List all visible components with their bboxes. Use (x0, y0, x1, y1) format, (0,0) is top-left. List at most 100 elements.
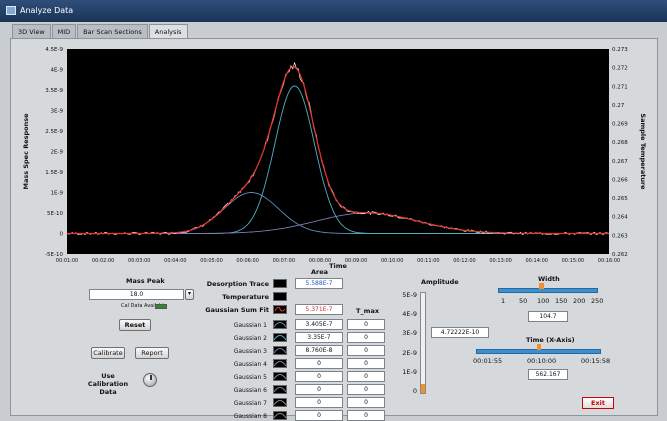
gaussian-2-tmax-field[interactable]: 0 (347, 332, 385, 343)
title-bar: Analyze Data (0, 0, 667, 22)
amplitude-slider[interactable] (420, 292, 426, 394)
y-tick-label: 3.5E-9 (45, 88, 63, 94)
reset-button[interactable]: Reset (119, 319, 151, 331)
y-tick-label: 4.5E-9 (45, 47, 63, 53)
y-tick-label: 2.5E-9 (45, 129, 63, 135)
time-label: Time (X-Axis) (526, 336, 575, 344)
y-tick-label: -5E-10 (45, 252, 63, 258)
x-tick-label: 00:12:00 (453, 258, 475, 264)
y2-tick-label: 0.269 (612, 122, 628, 128)
gaussian-6-swatch (273, 385, 287, 394)
amplitude-tick: 0 (412, 387, 417, 395)
tab-mid[interactable]: MID (51, 24, 77, 38)
gaussian-4-area-field[interactable]: 0 (295, 358, 343, 369)
gaussian-sum-swatch (273, 305, 287, 314)
amplitude-tick: 5E-9 (402, 291, 417, 299)
y2-axis-label: Sample Temperature (639, 113, 647, 190)
width-value-field[interactable]: 104.7 (528, 311, 568, 322)
gaussian-7-tmax-field[interactable]: 0 (347, 397, 385, 408)
time-tick-start: 00:01:55 (473, 357, 503, 365)
time-value-field[interactable]: 562.167 (528, 369, 568, 380)
width-slider-thumb[interactable] (538, 283, 544, 289)
gaussian-2-swatch (273, 333, 287, 342)
y2-tick-label: 0.262 (612, 252, 628, 258)
tab-3d-view[interactable]: 3D View (12, 24, 51, 38)
desorption-area-field: 5.588E-7 (295, 278, 343, 289)
gaussian-sum-fit-line (67, 66, 609, 235)
x-tick-label: 00:03:00 (128, 258, 150, 264)
gaussian-5-area-field[interactable]: 0 (295, 371, 343, 382)
y2-tick-label: 0.267 (612, 159, 628, 165)
gaussian-7-area-field[interactable]: 0 (295, 397, 343, 408)
time-tick-end: 00:15:58 (581, 357, 611, 365)
x-tick-label: 00:05:00 (200, 258, 222, 264)
desorption-trace-swatch (273, 279, 287, 288)
x-tick-label: 00:08:00 (309, 258, 331, 264)
y-tick-label: 5E-10 (47, 211, 63, 217)
time-tick-mid: 00:10:00 (527, 357, 557, 365)
gaussian-1-area-field[interactable]: 3.405E-7 (295, 319, 343, 330)
y-tick-label: 1E-9 (51, 191, 64, 197)
amplitude-fill (421, 384, 425, 393)
x-tick-label: 00:11:00 (417, 258, 439, 264)
tmax-header: T_max (356, 307, 380, 315)
gaussian-3-label: Gaussian 3 (233, 348, 267, 355)
y2-tick-label: 0.264 (612, 215, 628, 221)
y-tick-label: 0 (60, 232, 64, 238)
gaussian-sum-area-field: 5.371E-7 (295, 304, 343, 315)
x-tick-label: 00:13:00 (489, 258, 511, 264)
mass-peak-field[interactable]: 18.0 (89, 289, 184, 300)
gaussian-1-tmax-field[interactable]: 0 (347, 319, 385, 330)
width-slider[interactable] (498, 283, 598, 293)
y2-tick-label: 0.266 (612, 177, 628, 183)
gaussian-4-label: Gaussian 4 (233, 361, 267, 368)
calibration-toggle[interactable] (143, 373, 157, 387)
cal-data-label: Cal Data Available (121, 303, 167, 309)
amplitude-label: Amplitude (421, 278, 459, 286)
time-slider-thumb[interactable] (537, 344, 541, 350)
gaussian-6-tmax-field[interactable]: 0 (347, 384, 385, 395)
x-tick-label: 00:04:00 (164, 258, 186, 264)
width-tick: 100 (537, 297, 550, 305)
x-axis-label: Time (329, 262, 347, 269)
plot-area (67, 49, 609, 254)
gaussian-3-tmax-field[interactable]: 0 (347, 345, 385, 356)
y-tick-label: 3E-9 (51, 109, 64, 115)
amplitude-tick: 2E-9 (402, 348, 417, 357)
exit-button[interactable]: Exit (582, 397, 614, 409)
amplitude-value-field[interactable]: 4.72222E-10 (431, 327, 489, 338)
mass-peak-label: Mass Peak (126, 277, 165, 285)
desorption-trace-label: Desorption Trace (206, 280, 269, 288)
width-tick: 250 (591, 297, 604, 305)
x-tick-label: 00:07:00 (273, 258, 295, 264)
tab-analysis[interactable]: Analysis (148, 24, 188, 38)
calibrate-button[interactable]: Calibrate (91, 347, 125, 359)
report-button[interactable]: Report (135, 347, 169, 359)
y2-tick-label: 0.272 (612, 66, 628, 72)
gaussian-5-label: Gaussian 5 (233, 374, 267, 381)
gaussian-8-tmax-field[interactable]: 0 (347, 410, 385, 421)
amplitude-tick: 1E-9 (402, 367, 417, 376)
y-tick-label: 2E-9 (51, 150, 64, 156)
window-title: Analyze Data (20, 6, 74, 15)
y2-tick-label: 0.263 (612, 233, 628, 239)
temperature-label: Temperature (222, 293, 269, 301)
tab-bar-scan-sections[interactable]: Bar Scan Sections (77, 24, 148, 38)
gaussian-4-tmax-field[interactable]: 0 (347, 358, 385, 369)
width-tick: 200 (573, 297, 586, 305)
gaussian-5-swatch (273, 372, 287, 381)
x-tick-label: 00:01:00 (56, 258, 78, 264)
analysis-panel: 4.5E-9 4E-9 3.5E-9 3E-9 2.5E-9 2E-9 1.5E-9 1E-9… (10, 38, 658, 421)
gaussian-8-area-field[interactable]: 0 (295, 410, 343, 421)
temperature-swatch (273, 292, 287, 301)
gaussian-1-label: Gaussian 1 (233, 322, 267, 329)
time-slider[interactable] (476, 344, 601, 354)
gaussian-3-area-field[interactable]: 8.760E-8 (295, 345, 343, 356)
mass-peak-dropdown-icon[interactable]: ▾ (185, 289, 194, 300)
toggle-pointer-icon (150, 375, 152, 380)
gaussian-5-tmax-field[interactable]: 0 (347, 371, 385, 382)
gaussian-2-area-field[interactable]: 3.35E-7 (295, 332, 343, 343)
gaussian-2-label: Gaussian 2 (233, 335, 267, 342)
gaussian-7-label: Gaussian 7 (233, 400, 267, 407)
gaussian-6-area-field[interactable]: 0 (295, 384, 343, 395)
